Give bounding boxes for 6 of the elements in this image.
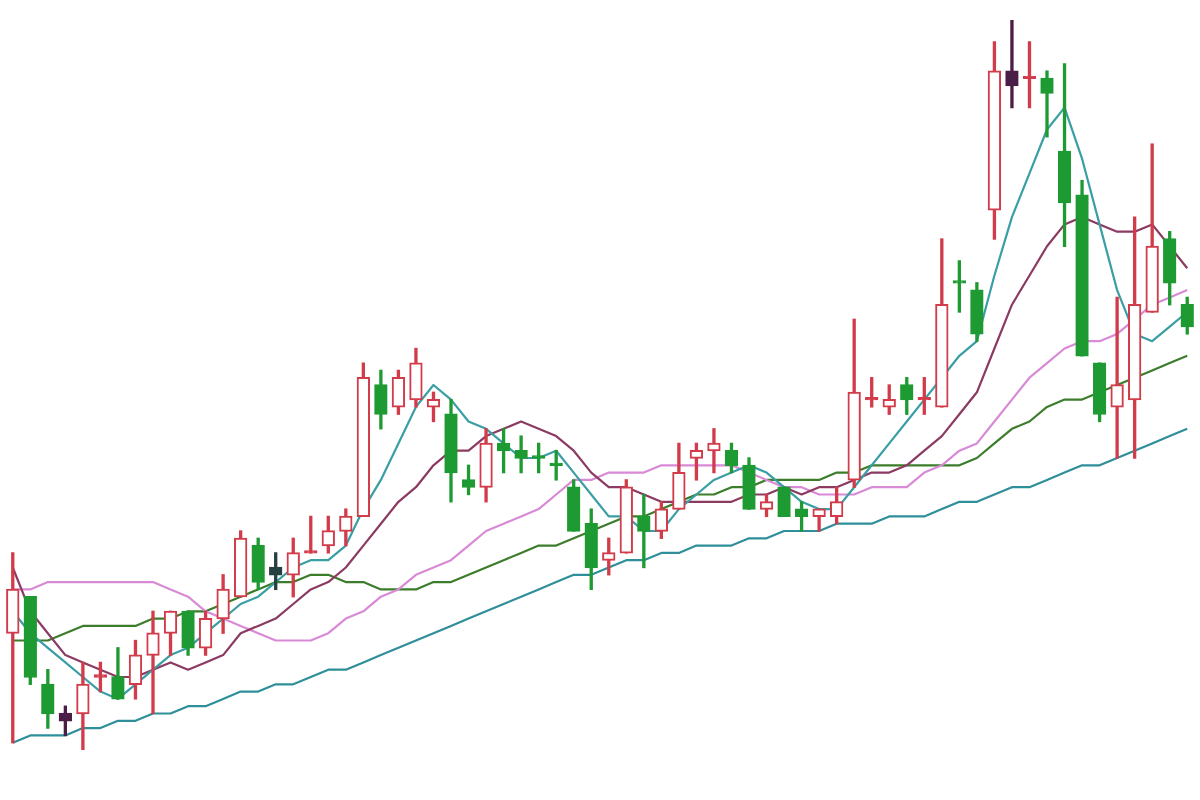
candlestick bbox=[146, 610, 160, 715]
candlestick bbox=[514, 435, 528, 474]
candlestick bbox=[1040, 70, 1054, 138]
candlestick bbox=[1005, 20, 1019, 109]
candlestick bbox=[707, 428, 721, 474]
candlestick bbox=[1110, 296, 1124, 459]
